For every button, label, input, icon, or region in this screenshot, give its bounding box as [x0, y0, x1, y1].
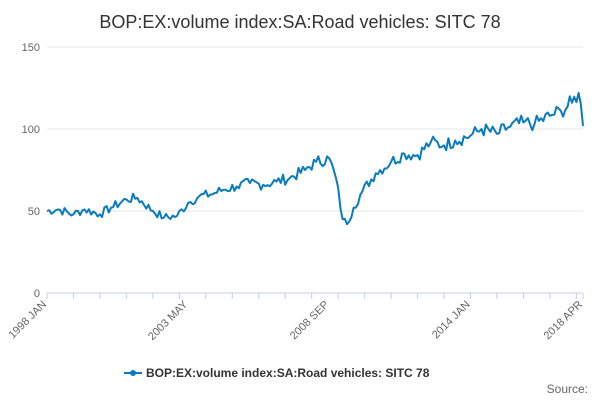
- y-tick-label-50: 50: [28, 206, 40, 218]
- chart-title: BOP:EX:volume index:SA:Road vehicles: SI…: [99, 12, 500, 32]
- x-axis: [46, 292, 584, 299]
- y-tick-label-100: 100: [22, 124, 40, 136]
- x-tick-label-0: 1998 JAN: [6, 299, 49, 342]
- source-label: Source:: [547, 382, 588, 396]
- gridlines: [47, 46, 583, 212]
- x-tick-label-4: 2018 APR: [542, 299, 586, 343]
- x-tick-label-1: 2003 MAY: [146, 298, 191, 343]
- x-tick-label-3: 2014 JAN: [430, 299, 473, 342]
- x-axis-tick-labels: 1998 JAN 2003 MAY 2008 SEP 2014 JAN 2018 APR: [6, 298, 585, 343]
- x-tick-label-2: 2008 SEP: [288, 299, 332, 343]
- y-tick-label-0: 0: [34, 288, 40, 300]
- legend[interactable]: BOP:EX:volume index:SA:Road vehicles: SI…: [124, 366, 430, 380]
- legend-label: BOP:EX:volume index:SA:Road vehicles: SI…: [146, 366, 430, 380]
- y-tick-label-150: 150: [22, 42, 40, 54]
- y-axis-tick-labels: 0 50 100 150: [22, 42, 40, 300]
- series-line: [46, 91, 584, 226]
- legend-marker-swatch: [130, 370, 136, 376]
